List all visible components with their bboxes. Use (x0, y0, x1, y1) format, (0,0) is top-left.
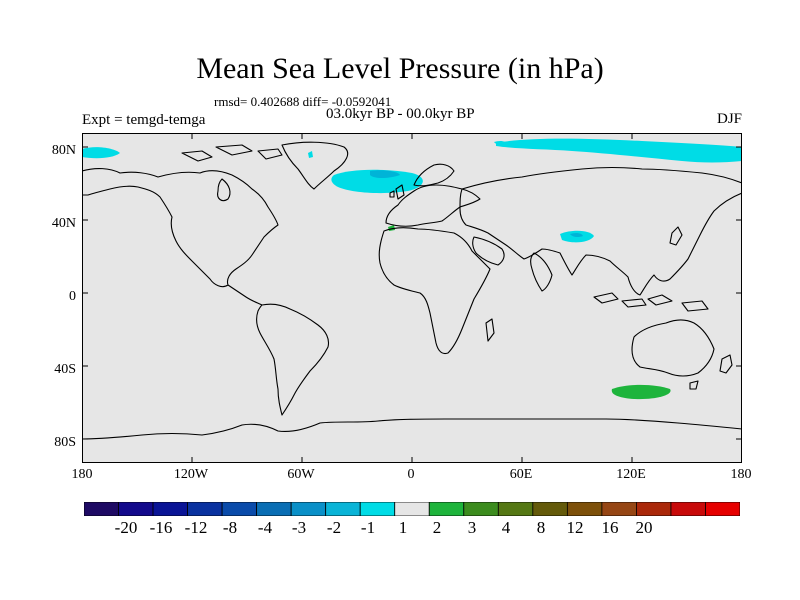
colorbar-box (463, 502, 499, 516)
anomaly-north-atlantic-core (370, 170, 400, 178)
colorbar-box (670, 502, 706, 516)
lon-label-180w: 180 (71, 467, 93, 482)
colorbar-box (532, 502, 568, 516)
coast-africa (378, 227, 491, 355)
coastlines (82, 141, 742, 440)
coast-greenland (281, 141, 349, 190)
colorbar-label: 1 (398, 518, 408, 537)
coast-madagascar (485, 318, 495, 342)
coast-central-america (227, 284, 263, 306)
coast-europe (385, 184, 481, 227)
lat-label-40s: 40S (54, 362, 76, 377)
colorbar-box (84, 502, 119, 516)
anomaly-north-atlantic (331, 169, 423, 194)
colorbar-box (705, 502, 740, 516)
lat-label-80n: 80N (51, 143, 76, 158)
colorbar-label: 12 (566, 518, 584, 537)
coast-tasmania (689, 380, 699, 390)
lat-label-40n: 40N (51, 216, 76, 231)
lon-label-120w: 120W (173, 467, 209, 482)
colorbar-label: 3 (467, 518, 477, 537)
colorbar-box (566, 502, 603, 516)
colorbar-box (290, 502, 327, 516)
time-period: 03.0kyr BP - 00.0kyr BP (326, 106, 475, 122)
colorbar-label: 2 (432, 518, 442, 537)
colorbar-label: -12 (184, 518, 208, 537)
anomaly-tibet-core (570, 232, 583, 238)
colorbar-label: -8 (222, 518, 238, 537)
coast-antarctica (82, 418, 742, 440)
colorbar (84, 502, 740, 516)
colorbar-label: -2 (326, 518, 342, 537)
coast-australia (631, 319, 715, 377)
lat-label-0: 0 (69, 289, 76, 304)
coast-north-america (82, 168, 279, 288)
colorbar-box (152, 502, 188, 516)
coast-asia (459, 166, 742, 296)
coast-arctic-islands (181, 144, 283, 162)
coast-scandinavia (413, 163, 455, 187)
colorbar-box (497, 502, 534, 516)
colorbar-label: -3 (291, 518, 307, 537)
colorbar-box (118, 502, 154, 516)
anomaly-alaska-arctic (82, 147, 120, 159)
lon-label-180e: 180 (730, 467, 752, 482)
colorbar-box (359, 502, 396, 516)
plot-title: Mean Sea Level Pressure (in hPa) (196, 52, 604, 85)
coast-india (530, 252, 553, 292)
coast-indonesia (593, 292, 709, 312)
colorbar-label: 20 (635, 518, 653, 537)
anomaly-greenland-spot (308, 151, 313, 158)
colorbar-label: -16 (149, 518, 173, 537)
colorbar-label: -20 (114, 518, 138, 537)
lon-label-60e: 60E (509, 467, 533, 482)
colorbar-box (601, 502, 637, 516)
coast-hudson-bay (217, 178, 231, 202)
colorbar-label: 8 (536, 518, 546, 537)
colorbar-box (221, 502, 258, 516)
coast-japan (669, 226, 683, 246)
lon-label-0: 0 (407, 467, 415, 482)
colorbar-label: 16 (601, 518, 619, 537)
colorbar-box (256, 502, 292, 516)
colorbar-box (636, 502, 672, 516)
anomaly-arctic-siberia (496, 138, 742, 163)
world-map (82, 133, 742, 463)
colorbar-box (428, 502, 465, 516)
lon-label-120e: 120E (616, 467, 646, 482)
lat-label-80s: 80S (54, 435, 76, 450)
coast-british-isles (389, 184, 405, 200)
rmsd-diff-text: rmsd= 0.402688 diff= -0.0592041 (214, 94, 392, 109)
coast-arabia (472, 236, 505, 266)
experiment-label: Expt = temgd-temga (82, 112, 206, 128)
colorbar-label: -4 (257, 518, 273, 537)
anomaly-layer (82, 138, 742, 400)
colorbar-label: -1 (360, 518, 376, 537)
colorbar-box (325, 502, 361, 516)
map-ticks (82, 133, 742, 463)
colorbar-label: 4 (501, 518, 511, 537)
anomaly-southern-ocean (611, 384, 671, 400)
colorbar-box (187, 502, 223, 516)
coast-new-zealand (719, 354, 733, 374)
colorbar-box (394, 502, 430, 516)
coast-south-america (256, 303, 330, 416)
anomaly-arctic-patch (494, 140, 508, 146)
season-label: DJF (716, 111, 742, 127)
lon-label-60w: 60W (287, 467, 315, 482)
